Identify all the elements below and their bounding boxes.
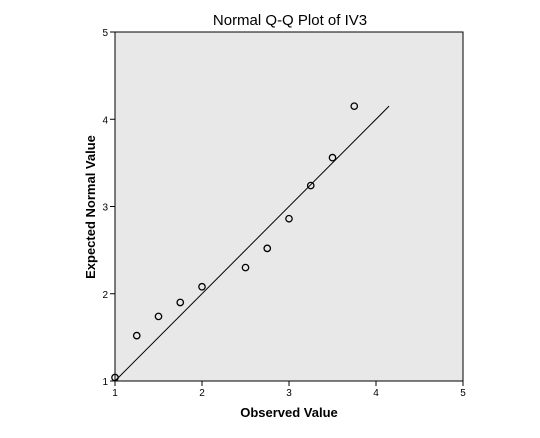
data-point — [263, 244, 272, 253]
y-tick-label-2: 2 — [102, 290, 108, 301]
chart-title: Normal Q-Q Plot of IV3 — [213, 12, 367, 29]
data-points — [111, 102, 359, 382]
reference-line-group — [114, 105, 390, 382]
x-tick-label-4: 4 — [373, 388, 379, 399]
y-axis: 1 2 3 4 5 — [102, 28, 115, 388]
data-point — [111, 373, 119, 382]
x-axis: 1 2 3 4 5 — [112, 381, 466, 399]
reference-line — [114, 105, 390, 382]
x-tick-label-5: 5 — [460, 388, 466, 399]
y-tick-label-4: 4 — [102, 115, 108, 126]
data-point — [198, 282, 206, 291]
y-tick-label-1: 1 — [102, 377, 108, 388]
data-point — [176, 298, 185, 307]
x-tick-label-1: 1 — [112, 388, 118, 399]
data-point — [132, 331, 141, 340]
y-tick-label-5: 5 — [102, 28, 108, 39]
x-tick-label-2: 2 — [199, 388, 205, 399]
y-tick-label-3: 3 — [102, 203, 108, 214]
data-point — [306, 181, 315, 190]
data-point — [154, 312, 163, 321]
data-point — [328, 153, 337, 162]
y-axis-label: Expected Normal Value — [83, 135, 98, 279]
x-axis-label: Observed Value — [240, 405, 338, 420]
x-tick-label-3: 3 — [286, 388, 292, 399]
data-point — [241, 263, 250, 272]
data-point — [350, 102, 359, 111]
data-point — [285, 214, 293, 223]
